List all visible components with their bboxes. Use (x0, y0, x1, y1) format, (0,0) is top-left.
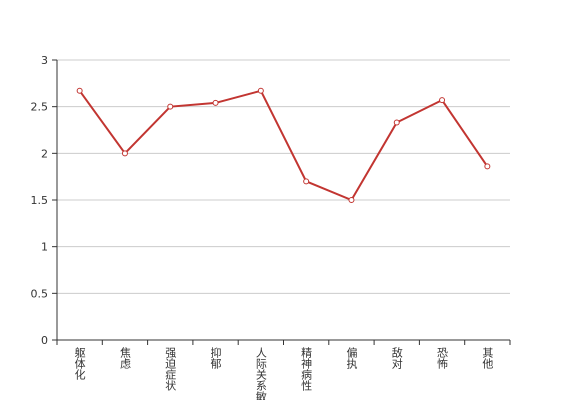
y-tick-label: 2.5 (31, 101, 49, 114)
x-tick-label: 敌对 (390, 346, 403, 369)
point (484, 163, 491, 170)
y-tick-label: 1.5 (31, 194, 49, 207)
point (439, 97, 446, 104)
line (78, 89, 489, 202)
point (393, 119, 400, 126)
y-tick-label: 1 (41, 241, 48, 254)
y-tick-label: 2 (41, 147, 48, 160)
point (257, 87, 264, 94)
point (76, 87, 83, 94)
point (121, 150, 128, 157)
x-tick-label: 强迫症状 (164, 347, 177, 391)
x-tick-label: 焦虑 (118, 347, 131, 369)
x-tick-label: 抑郁 (209, 346, 222, 369)
x-tick-label: 躯体化 (73, 347, 86, 381)
x-tick-label: 恐怖 (436, 347, 449, 369)
x-tick-label: 人际关系敏感 (254, 347, 267, 400)
point (167, 103, 174, 110)
y-tick-label: 0.5 (31, 287, 49, 300)
point (348, 197, 355, 203)
x-tick-label: 精神病性 (300, 347, 313, 392)
point (212, 99, 219, 106)
y-tick-label: 0 (41, 334, 48, 347)
x-tick-label: 其他 (481, 347, 494, 369)
y-tick-label: 3 (41, 54, 48, 67)
x-tick-label: 偏执 (345, 346, 358, 370)
point (303, 178, 310, 185)
